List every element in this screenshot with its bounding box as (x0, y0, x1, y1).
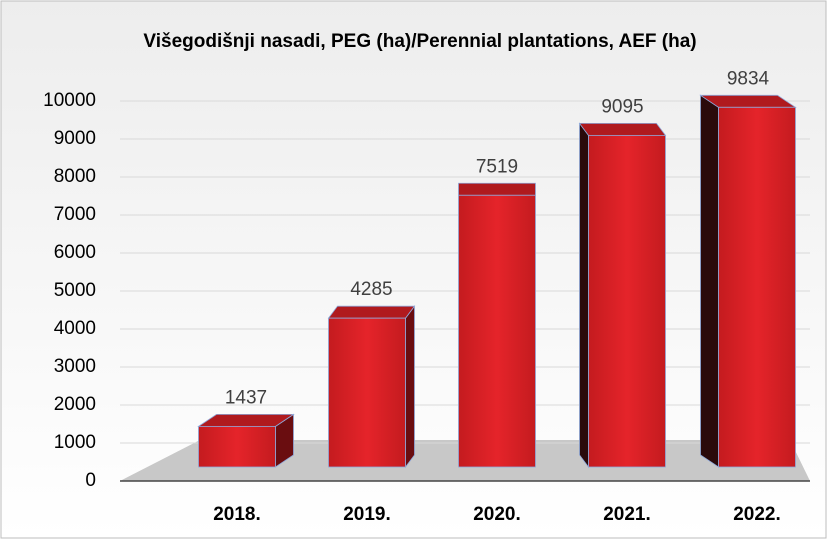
y-tick-label: 2000 (54, 394, 96, 415)
y-tick-label: 3000 (54, 356, 96, 377)
bar (197, 413, 295, 468)
bar (578, 122, 667, 469)
chart-title: Višegodišnji nasadi, PEG (ha)/Perennial … (143, 31, 696, 52)
y-tick-label: 5000 (54, 280, 96, 301)
bar (327, 304, 416, 469)
bar-side (405, 304, 415, 469)
value-label: 7519 (476, 156, 518, 177)
bar-top (458, 182, 536, 196)
bar-front (198, 425, 276, 468)
y-tick-label: 4000 (54, 318, 96, 339)
bar-front (458, 194, 536, 468)
bar-front (718, 106, 796, 468)
value-label: 9834 (727, 68, 770, 89)
y-tick-label: 8000 (54, 166, 96, 187)
value-label: 1437 (225, 387, 267, 408)
bar (458, 182, 536, 468)
bar-front (588, 134, 666, 468)
x-tick-label: 2020. (473, 504, 521, 525)
bar-side (700, 94, 719, 468)
bar (699, 94, 797, 468)
bar-front (328, 317, 406, 468)
x-tick-label: 2021. (603, 504, 651, 525)
y-tick-label: 9000 (54, 128, 96, 149)
y-tick-label: 6000 (54, 242, 96, 263)
value-label: 4285 (350, 279, 392, 300)
x-tick-label: 2019. (343, 504, 391, 525)
x-tick-label: 2018. (213, 504, 261, 525)
y-tick-label: 0 (85, 470, 96, 491)
bar-side (579, 122, 589, 469)
value-label: 9095 (601, 96, 643, 117)
y-tick-label: 10000 (43, 90, 96, 111)
y-tick-label: 7000 (54, 204, 96, 225)
x-tick-label: 2022. (733, 504, 781, 525)
bar-top (327, 305, 416, 319)
bar-top (578, 122, 667, 136)
y-tick-label: 1000 (54, 432, 96, 453)
